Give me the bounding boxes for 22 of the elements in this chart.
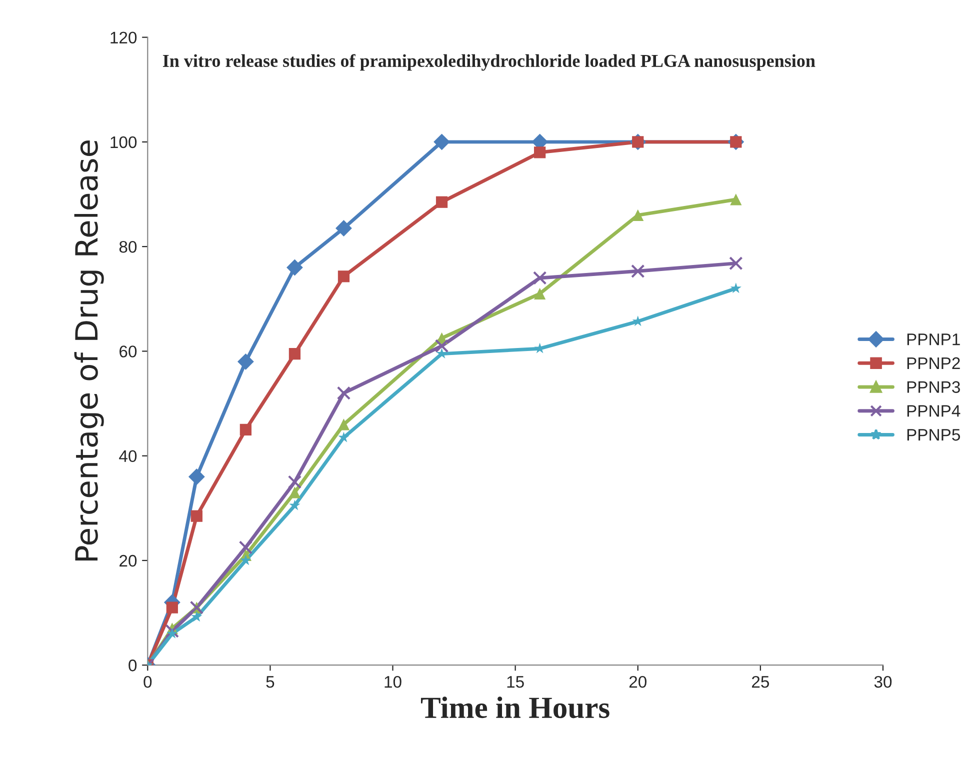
x-axis-title: Time in Hours — [420, 696, 610, 718]
y-tick-label: 100 — [110, 136, 137, 148]
text: In vitro release studies of pramipexoledihydrochloride loaded PLGA nanosuspension — [162, 54, 816, 71]
legend-label: PPNP2 — [907, 357, 960, 369]
x-tick-label: 20 — [629, 676, 646, 688]
legend-label: PPNP5 — [907, 429, 960, 441]
x-tick-label: 0 — [144, 676, 152, 688]
y-tick-label: 60 — [120, 346, 137, 358]
x-tick-label: 10 — [384, 676, 402, 688]
legend-label: PPNP1 — [907, 334, 960, 346]
y-tick-label: 40 — [119, 450, 137, 462]
legend-label: PPNP3 — [907, 381, 960, 393]
y-tick-label: 20 — [120, 554, 137, 567]
x-tick-label: 5 — [266, 676, 274, 688]
y-tick-label: 120 — [110, 32, 137, 44]
y-tick-label: 80 — [119, 240, 137, 253]
y-tick-label: 0 — [128, 660, 137, 672]
x-tick-label: 30 — [874, 676, 892, 688]
x-tick-label: 15 — [507, 676, 524, 688]
y-axis-title: Percentage of Drug Release — [74, 140, 104, 561]
x-tick-label: 25 — [752, 676, 769, 688]
legend-label: PPNP4 — [907, 405, 960, 417]
